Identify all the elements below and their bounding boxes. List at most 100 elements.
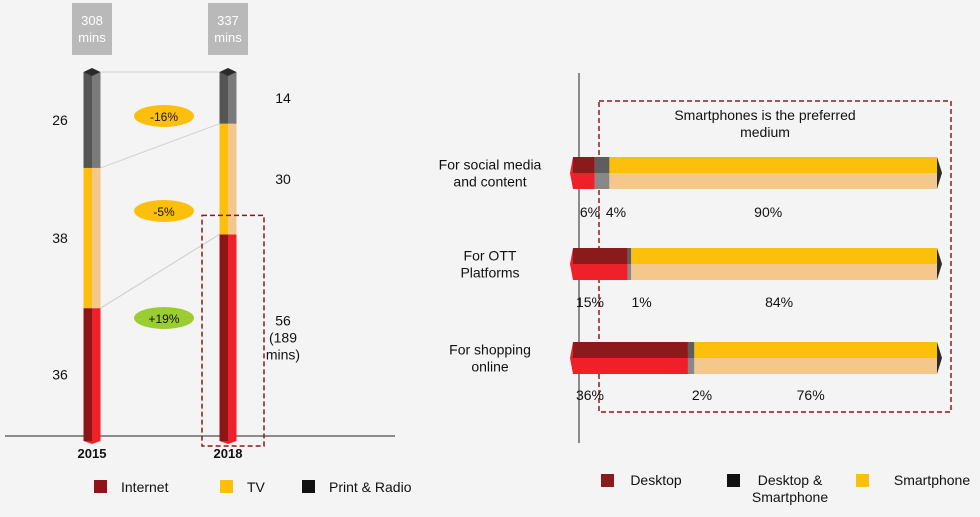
legend-label-tv-line: TV xyxy=(247,479,266,495)
connector-line xyxy=(100,233,220,309)
value-label-1-2: 84% xyxy=(765,294,793,310)
value-label-2015-print: 26 xyxy=(52,112,68,128)
value-label-2-1: 2% xyxy=(692,387,712,403)
device-preference-bar-chart: Smartphones is the preferred medium For so… xyxy=(439,73,970,505)
value-label-2015-internet: 36 xyxy=(52,367,68,383)
bar-1-2-bottom xyxy=(631,264,937,280)
value-label-2015-internet-line: 36 xyxy=(52,367,68,383)
bar-1-0-bottom xyxy=(573,264,628,280)
bar-2-2-bottom xyxy=(694,358,937,374)
bar-1-1-bottom xyxy=(627,264,632,280)
value-label-1-1: 1% xyxy=(631,294,651,310)
legend-swatch-internet xyxy=(94,480,107,493)
change-badge-label-2-line: +19% xyxy=(148,312,179,326)
change-badge-label-1-line: -5% xyxy=(153,205,175,219)
legend-label-2: Smartphone xyxy=(894,472,970,488)
value-label-0-0: 6% xyxy=(580,204,600,220)
column-2015-tv-right xyxy=(92,167,101,309)
category-label-1-line: Platforms xyxy=(460,265,519,281)
annotation-text: Smartphones is the preferred medium xyxy=(674,107,855,140)
change-badge-1 xyxy=(134,200,194,222)
legend-label-2-line: Smartphone xyxy=(894,472,970,488)
bar-0-0-top xyxy=(573,157,595,173)
category-label-2018-line: 2018 xyxy=(214,446,243,461)
value-label-1-0-line: 15% xyxy=(576,294,604,310)
value-label-2018-print-line: 14 xyxy=(275,90,291,106)
time-spent-column-chart: 308 mins 2015 337 mins 2018 36 56 (189 mins) 38 30 2… xyxy=(5,3,412,495)
bar-0-start-cap xyxy=(570,157,573,189)
value-label-2018-internet: 56 (189 mins) xyxy=(266,313,300,363)
bar-1-1-top xyxy=(627,248,632,264)
value-label-2-1-line: 2% xyxy=(692,387,712,403)
legend-label-1-line: Smartphone xyxy=(752,489,828,505)
value-label-1-1-line: 1% xyxy=(631,294,651,310)
column-2018-top-cap xyxy=(219,68,237,76)
bar-0-1-bottom xyxy=(594,173,610,189)
bar-0-end-cap xyxy=(937,157,942,189)
bar-0-2-top xyxy=(609,157,937,173)
bar-1-start-cap xyxy=(570,248,573,280)
category-label-2015-line: 2015 xyxy=(78,446,107,461)
total-label-2018-line: 337 xyxy=(217,13,239,28)
total-box-2015 xyxy=(72,3,112,55)
legend-label-internet-line: Internet xyxy=(121,479,169,495)
bar-0-0-bottom xyxy=(573,173,595,189)
legend-label-1: Desktop & Smartphone xyxy=(752,472,828,505)
legend-label-internet: Internet xyxy=(121,479,169,495)
value-label-2-2-line: 76% xyxy=(797,387,825,403)
category-label-2-line: online xyxy=(471,359,509,375)
category-label-2015: 2015 xyxy=(78,446,107,461)
category-label-2: For shopping online xyxy=(449,342,531,375)
connector-line xyxy=(100,123,220,169)
value-label-0-1-line: 4% xyxy=(606,204,626,220)
column-2015-top-cap xyxy=(83,68,101,76)
value-label-1-2-line: 84% xyxy=(765,294,793,310)
legend-swatch-0 xyxy=(601,474,614,487)
column-2018-tv-left xyxy=(219,123,229,235)
value-label-2-0: 36% xyxy=(576,387,604,403)
change-badge-0 xyxy=(134,105,194,127)
change-badge-label-2: +19% xyxy=(148,312,179,326)
legend-label-print: Print & Radio xyxy=(329,479,412,495)
value-label-2018-tv: 30 xyxy=(275,171,291,187)
category-label-0-line: For social media xyxy=(439,157,542,173)
category-label-2018: 2018 xyxy=(214,446,243,461)
column-2015-internet-left xyxy=(83,308,93,441)
value-label-2018-internet-line: 56 xyxy=(275,313,291,329)
column-2018-internet-left xyxy=(219,234,229,441)
category-label-1: For OTT Platforms xyxy=(460,248,519,281)
annotation-text-line: medium xyxy=(740,124,790,140)
total-box-2018 xyxy=(208,3,248,55)
value-label-2015-print-line: 26 xyxy=(52,112,68,128)
value-label-0-2: 90% xyxy=(754,204,782,220)
legend-label-1-line: Desktop & xyxy=(758,472,823,488)
bar-1-2-top xyxy=(631,248,937,264)
value-label-2015-tv: 38 xyxy=(52,230,68,246)
column-2015-tv-left xyxy=(83,167,93,309)
legend-label-tv: TV xyxy=(247,479,266,495)
legend-swatch-1 xyxy=(727,474,740,487)
change-badge-label-0-line: -16% xyxy=(150,110,178,124)
bar-1-end-cap xyxy=(937,248,942,280)
total-label-2015-line: mins xyxy=(78,30,106,45)
value-label-2018-print: 14 xyxy=(275,90,291,106)
legend-swatch-tv xyxy=(220,480,233,493)
column-2018-tv-right xyxy=(228,123,237,235)
bar-2-2-top xyxy=(694,342,937,358)
value-label-0-2-line: 90% xyxy=(754,204,782,220)
legend-label-0-line: Desktop xyxy=(630,472,682,488)
value-label-2018-internet-line: (189 xyxy=(269,330,297,346)
value-label-2-2: 76% xyxy=(797,387,825,403)
value-label-2015-tv-line: 38 xyxy=(52,230,68,246)
value-label-1-0: 15% xyxy=(576,294,604,310)
bar-2-0-top xyxy=(573,342,688,358)
column-2015-internet-right xyxy=(92,308,101,441)
total-label-2015-line: 308 xyxy=(81,13,103,28)
legend-swatch-print xyxy=(302,480,315,493)
change-badge-2 xyxy=(134,307,194,329)
bar-2-start-cap xyxy=(570,342,573,374)
legend-label-print-line: Print & Radio xyxy=(329,479,412,495)
column-2018-print-left xyxy=(219,72,229,124)
column-2015-bottom-cap xyxy=(83,441,101,444)
total-label-2018: 337 mins xyxy=(214,13,242,45)
